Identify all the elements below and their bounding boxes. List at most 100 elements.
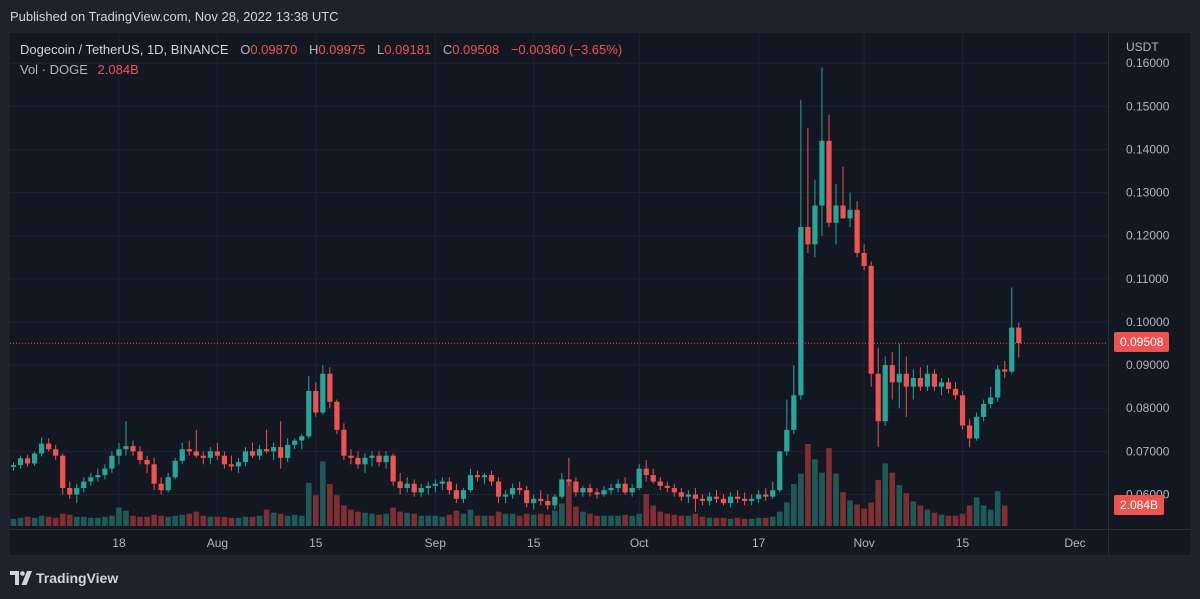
volume-bar [249,516,256,526]
volume-bar [228,517,235,526]
candle-body [868,265,874,374]
candle-body [165,477,171,491]
volume-bar [594,515,600,526]
volume-bar [559,503,565,526]
legend-low-value: 0.09181 [384,42,432,57]
candlestick-chart[interactable]: 0.060000.070000.080000.090000.100000.110… [10,33,1190,555]
chart-pane[interactable]: 0.060000.070000.080000.090000.100000.110… [10,33,1190,555]
candle-body [910,378,916,387]
legend-volume-label[interactable]: Vol · DOGE [20,62,88,77]
volume-bar [298,515,305,526]
volume-bar [214,516,221,526]
volume-bar [671,514,678,526]
candle-body [847,209,853,219]
volume-bar [868,502,874,526]
volume-bar [776,511,783,526]
volume-bar [573,506,579,526]
volume-bar [467,509,474,526]
candle-body [615,483,621,489]
price-axis-currency[interactable]: USDT [1126,40,1159,54]
time-axis-tick-label: 15 [527,536,541,550]
volume-bar [861,508,867,526]
volume-bar [713,517,720,526]
candle-body [1009,327,1015,372]
volume-bar [657,511,664,526]
volume-bar [45,516,52,526]
candle-body [805,227,811,245]
published-caption: Published on TradingView.com, Nov 28, 20… [10,9,339,24]
volume-bar [242,516,249,526]
volume-bar [509,513,516,526]
candle-body [334,401,340,430]
candle-body [699,498,706,501]
volume-bar [833,473,839,526]
candle-body [439,481,445,484]
candle-body [362,457,368,465]
volume-bar [158,515,164,526]
candle-body [784,429,790,452]
volume-bar [692,513,699,526]
legend-symbol[interactable]: Dogecoin / TetherUS, 1D, BINANCE [20,42,229,57]
candle-body [587,488,593,493]
volume-bar [495,511,502,526]
candle-body [74,488,80,495]
volume-bar [320,461,326,526]
candle-body [833,205,839,223]
volume-bar [973,497,980,526]
candle-body [221,455,227,465]
tradingview-branding[interactable]: TradingView [10,570,118,586]
candle-body [966,425,973,439]
candle-body [10,465,17,467]
volume-bar [102,516,108,526]
volume-bar [95,517,101,526]
candle-body [249,451,256,456]
legend-price-row: Dogecoin / TetherUS, 1D, BINANCE O0.0987… [20,40,622,60]
volume-bar [52,517,59,526]
legend-high-label: H [308,42,319,57]
candle-body [531,498,537,504]
candle-body [988,397,994,404]
volume-bar [502,513,509,526]
candle-body [446,481,452,491]
volume-bar [88,517,94,526]
volume-bar [882,463,889,526]
volume-bar [608,515,614,526]
volume-bar [748,518,755,526]
volume-bar [601,515,607,526]
candle-body [685,494,691,497]
volume-bar [622,514,628,526]
price-axis-tick-label: 0.08000 [1126,401,1170,415]
volume-bar [193,511,200,526]
candle-body [629,488,635,493]
candle-body [608,488,614,491]
candle-body [355,457,361,465]
volume-bar [566,479,572,526]
legend-low-label: L [376,42,385,57]
candle-body [432,483,438,486]
volume-bar [685,515,692,526]
volume-bar [221,516,228,526]
volume-bar [270,512,277,526]
volume-bar [720,517,727,526]
candle-body [861,252,867,266]
candle-body [383,455,389,463]
volume-bar [615,515,621,526]
volume-bar [917,505,924,526]
candle-body [545,500,551,506]
candle-body [285,444,291,458]
volume-bar [73,516,80,526]
candle-body [172,460,178,478]
volume-bar [706,517,713,526]
candle-body [95,475,101,478]
volume-bar [256,515,263,526]
volume-bar [312,495,319,526]
candle-body [24,458,31,464]
volume-bar [784,502,790,526]
candle-body [777,451,783,491]
candle-body [418,488,424,493]
candle-body [81,481,87,489]
candle-body [488,475,495,482]
legend-open-label: O [240,42,251,57]
legend-volume-value: 2.084B [97,62,139,77]
candle-body [622,483,628,493]
